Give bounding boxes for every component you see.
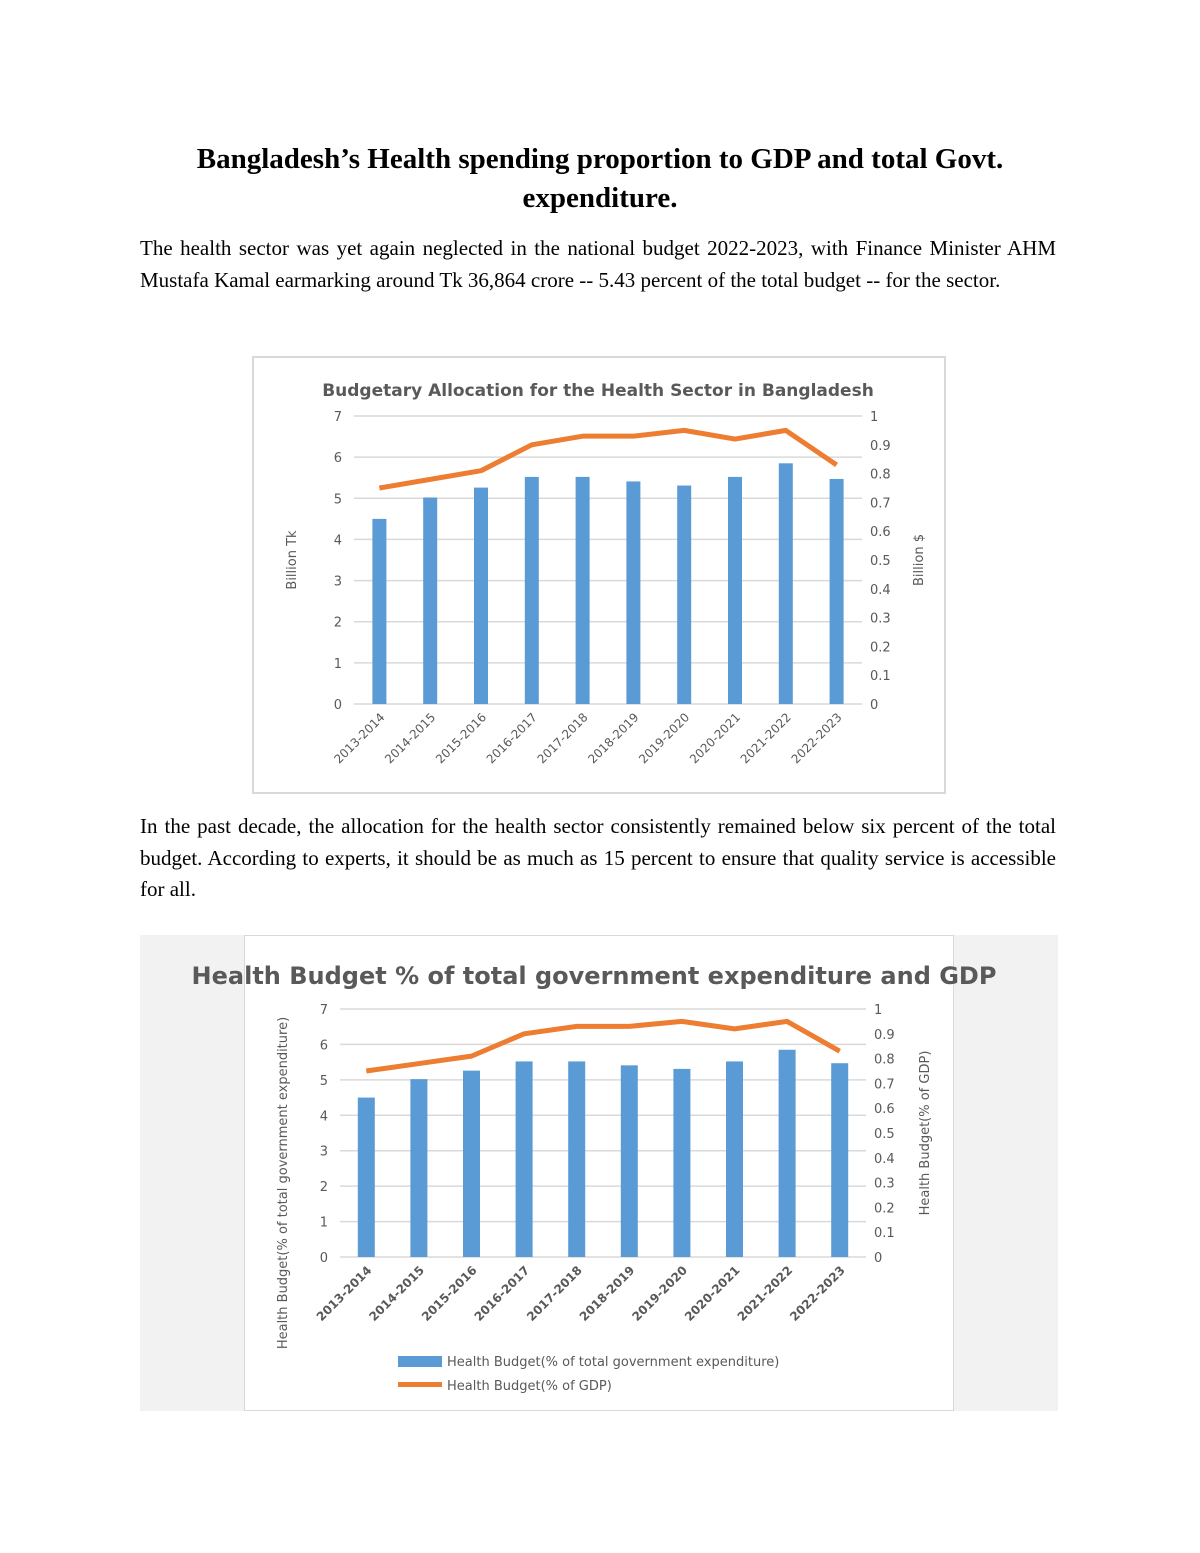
bar — [474, 487, 488, 704]
chart-title: Health Budget % of total government expe… — [192, 962, 997, 990]
y2-tick-label: 0.1 — [874, 1226, 895, 1241]
paragraph-1: The health sector was yet again neglecte… — [140, 236, 1056, 292]
y-tick-label: 3 — [334, 575, 342, 590]
bar — [626, 481, 641, 704]
x-tick-label: 2018-2019 — [577, 1263, 638, 1324]
y-tick-label: 0 — [320, 1251, 328, 1266]
bar — [829, 478, 844, 704]
y2-tick-label: 0.9 — [870, 439, 891, 454]
y2-tick-label: 0.8 — [874, 1053, 895, 1068]
legend-swatch-line — [398, 1382, 442, 1387]
y2-tick-label: 0.2 — [874, 1201, 895, 1216]
bar — [673, 1068, 691, 1257]
y2-axis-label: Billion $ — [912, 534, 927, 586]
y2-axis-label: Health Budget(% of GDP) — [918, 1051, 933, 1216]
document-title: Bangladesh’s Health spending proportion … — [196, 143, 1004, 214]
bar — [575, 476, 590, 704]
line-series — [365, 1018, 841, 1074]
y-tick-label: 3 — [320, 1145, 328, 1160]
y2-tick-label: 0.5 — [874, 1127, 895, 1142]
x-tick-label: 2013-2014 — [314, 1263, 375, 1324]
y2-tick-label: 0.5 — [870, 554, 891, 569]
x-tick-label: 2022-2023 — [787, 1263, 848, 1324]
y-tick-label: 1 — [320, 1216, 328, 1231]
y-tick-label: 1 — [334, 657, 342, 672]
y2-tick-label: 0.6 — [870, 525, 891, 540]
bar — [568, 1061, 586, 1257]
bar — [778, 463, 793, 704]
x-tick-label: 2016-2017 — [472, 1263, 533, 1324]
legend-label: Health Budget(% of total government expe… — [447, 1355, 779, 1370]
y2-tick-label: 1 — [874, 1003, 882, 1018]
y-tick-label: 5 — [334, 492, 342, 507]
y-tick-label: 7 — [320, 1003, 328, 1018]
x-tick-label: 2019-2020 — [629, 1263, 690, 1324]
y-tick-label: 6 — [334, 451, 342, 466]
x-tick-label: 2020-2021 — [682, 1263, 743, 1324]
y2-tick-label: 0.8 — [870, 468, 891, 483]
y-axis-label: Billion Tk — [285, 530, 300, 590]
bar — [524, 476, 539, 704]
y2-tick-label: 0.4 — [874, 1152, 895, 1167]
bar — [357, 1097, 375, 1257]
y2-tick-label: 0.9 — [874, 1028, 895, 1043]
line-series — [378, 427, 839, 491]
x-tick-label: 2015-2016 — [419, 1263, 480, 1324]
y-tick-label: 0 — [334, 698, 342, 713]
bar — [778, 1049, 796, 1257]
y-tick-label: 4 — [334, 533, 342, 548]
y2-tick-label: 0.2 — [870, 640, 891, 655]
x-tick-label: 2021-2022 — [735, 1263, 796, 1324]
y-tick-label: 2 — [320, 1180, 328, 1195]
bar — [831, 1063, 849, 1257]
legend-swatch-bar — [398, 1356, 442, 1367]
y-tick-label: 6 — [320, 1038, 328, 1053]
paragraph-2: In the past decade, the allocation for t… — [140, 814, 1056, 901]
y2-tick-label: 0.7 — [870, 496, 891, 511]
y2-tick-label: 0.1 — [870, 669, 891, 684]
y-tick-label: 5 — [320, 1074, 328, 1089]
bar — [515, 1061, 533, 1257]
chart-1-frame — [252, 356, 946, 794]
chart-title: Budgetary Allocation for the Health Sect… — [322, 381, 874, 401]
y-axis-label: Health Budget(% of total government expe… — [276, 1017, 291, 1349]
y2-tick-label: 0.7 — [874, 1077, 895, 1092]
y2-tick-label: 0.3 — [870, 612, 891, 627]
y2-tick-label: 0 — [870, 698, 878, 713]
y2-tick-label: 0.4 — [870, 583, 891, 598]
y2-tick-label: 0.3 — [874, 1177, 895, 1192]
y2-tick-label: 0.6 — [874, 1102, 895, 1117]
y2-tick-label: 1 — [870, 410, 878, 425]
legend-label: Health Budget(% of GDP) — [447, 1379, 612, 1394]
bar — [463, 1070, 480, 1257]
y-tick-label: 7 — [334, 410, 342, 425]
x-tick-label: 2017-2018 — [524, 1263, 585, 1324]
bar — [620, 1065, 638, 1257]
bar — [726, 1061, 743, 1257]
bar — [728, 476, 742, 704]
x-tick-label: 2014-2015 — [366, 1263, 427, 1324]
y2-tick-label: 0 — [874, 1251, 882, 1266]
y-tick-label: 2 — [334, 616, 342, 631]
bar — [423, 497, 438, 704]
bar — [372, 518, 387, 704]
bar — [410, 1079, 428, 1257]
bar — [677, 485, 692, 704]
y-tick-label: 4 — [320, 1109, 328, 1124]
